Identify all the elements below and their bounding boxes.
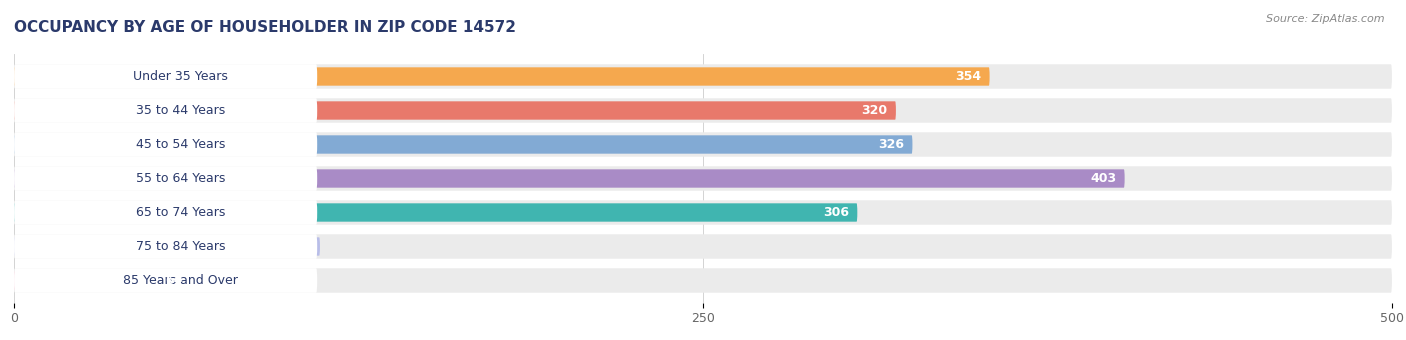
FancyBboxPatch shape [14,169,1125,188]
Text: 320: 320 [862,104,887,117]
FancyBboxPatch shape [14,203,858,222]
FancyBboxPatch shape [14,166,318,191]
FancyBboxPatch shape [14,64,1392,89]
FancyBboxPatch shape [14,271,190,290]
Text: 75 to 84 Years: 75 to 84 Years [136,240,225,253]
FancyBboxPatch shape [14,98,318,123]
Text: Under 35 Years: Under 35 Years [134,70,228,83]
FancyBboxPatch shape [14,64,318,89]
FancyBboxPatch shape [14,101,896,120]
FancyBboxPatch shape [14,268,318,293]
Text: 326: 326 [879,138,904,151]
FancyBboxPatch shape [14,98,1392,123]
Text: 55 to 64 Years: 55 to 64 Years [136,172,225,185]
FancyBboxPatch shape [14,132,1392,157]
Text: 306: 306 [823,206,849,219]
Text: 64: 64 [165,274,183,287]
FancyBboxPatch shape [14,234,1392,259]
FancyBboxPatch shape [14,234,318,259]
Text: 403: 403 [1090,172,1116,185]
Text: 354: 354 [955,70,981,83]
Text: Source: ZipAtlas.com: Source: ZipAtlas.com [1267,14,1385,23]
FancyBboxPatch shape [14,67,990,86]
FancyBboxPatch shape [14,135,912,154]
Text: 65 to 74 Years: 65 to 74 Years [136,206,225,219]
FancyBboxPatch shape [14,132,318,157]
Text: 45 to 54 Years: 45 to 54 Years [136,138,225,151]
FancyBboxPatch shape [14,166,1392,191]
FancyBboxPatch shape [14,268,1392,293]
Text: 35 to 44 Years: 35 to 44 Years [136,104,225,117]
FancyBboxPatch shape [14,237,321,256]
Text: 85 Years and Over: 85 Years and Over [124,274,238,287]
Text: 111: 111 [285,240,312,253]
FancyBboxPatch shape [14,200,1392,225]
FancyBboxPatch shape [14,200,318,225]
Text: OCCUPANCY BY AGE OF HOUSEHOLDER IN ZIP CODE 14572: OCCUPANCY BY AGE OF HOUSEHOLDER IN ZIP C… [14,19,516,35]
